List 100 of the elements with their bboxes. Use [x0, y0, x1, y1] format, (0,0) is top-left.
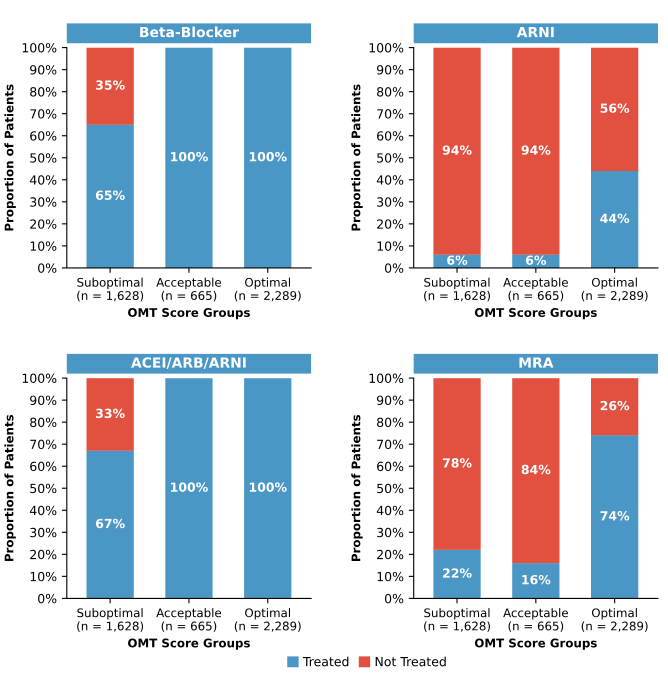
bar — [433, 378, 481, 550]
y-tick-label: 70% — [377, 440, 404, 450]
y-tick-label: 60% — [377, 462, 404, 472]
data-label: 74% — [600, 511, 630, 521]
y-axis-title: Proportion of Patients — [4, 414, 16, 562]
y-tick-label: 10% — [30, 241, 56, 251]
x-tick-label: Suboptimal (n = 1,628) — [424, 278, 490, 302]
y-tick-label: 30% — [377, 528, 404, 538]
data-label: 6% — [447, 255, 468, 265]
chart-title: ACEI/ARB/ARNI — [131, 357, 246, 369]
y-tick-label: 30% — [377, 197, 404, 207]
y-tick-label: 80% — [377, 418, 404, 428]
data-label: 6% — [526, 255, 546, 265]
x-tick-label: Optimal (n = 2,289) — [582, 278, 648, 302]
y-tick-label: 50% — [30, 484, 56, 494]
x-axis-title: OMT Score Groups — [474, 638, 597, 650]
y-tick-label: 70% — [30, 440, 56, 450]
bar — [590, 435, 638, 598]
y-tick-label: 10% — [378, 572, 404, 582]
y-tick-label: 80% — [30, 87, 56, 97]
y-tick-label: 0% — [38, 263, 56, 273]
x-tick-label: Suboptimal (n = 1,628) — [424, 608, 490, 632]
bar — [590, 170, 638, 268]
chart-title: MRA — [519, 357, 554, 368]
x-tick-label: Optimal (n = 2,289) — [234, 278, 301, 302]
y-tick-label: 20% — [377, 550, 404, 560]
y-tick-label: 40% — [376, 506, 404, 516]
legend-label: Treated — [302, 656, 348, 666]
y-tick-label: 20% — [30, 550, 56, 560]
data-label: 22% — [443, 568, 472, 578]
data-label: 56% — [600, 103, 630, 113]
bar — [433, 48, 481, 255]
y-tick-label: 80% — [377, 87, 404, 97]
bar — [512, 48, 560, 255]
x-axis-title: OMT Score Groups — [128, 308, 250, 320]
data-label: 100% — [250, 152, 287, 162]
y-tick-label: 60% — [30, 131, 56, 141]
x-tick-label: Acceptable (n = 665) — [503, 608, 568, 632]
y-tick-label: 100% — [370, 374, 404, 384]
y-tick-label: 0% — [384, 263, 404, 273]
x-axis-title: OMT Score Groups — [474, 308, 597, 320]
bar — [433, 550, 481, 598]
x-tick-label: Acceptable (n = 665) — [156, 278, 222, 302]
data-label: 33% — [96, 408, 125, 418]
chart-title: ARNI — [516, 26, 554, 38]
x-tick-label: Optimal (n = 2,289) — [582, 608, 648, 632]
data-label: 67% — [96, 518, 125, 528]
data-label: 35% — [96, 80, 125, 90]
y-tick-label: 70% — [30, 109, 56, 119]
y-tick-label: 30% — [30, 528, 56, 538]
data-label: 78% — [442, 458, 472, 468]
y-tick-label: 80% — [30, 418, 56, 428]
y-tick-label: 60% — [377, 131, 404, 141]
y-tick-label: 40% — [30, 506, 56, 516]
y-tick-label: 30% — [30, 197, 56, 207]
y-tick-label: 100% — [22, 374, 56, 384]
y-tick-label: 0% — [38, 594, 56, 604]
y-axis-title: Proportion of Patients — [351, 414, 363, 562]
data-label: 16% — [522, 574, 550, 584]
x-tick-label: Acceptable (n = 665) — [503, 278, 568, 302]
y-tick-label: 100% — [370, 43, 404, 53]
y-tick-label: 10% — [30, 572, 56, 582]
data-label: 84% — [522, 464, 550, 474]
bar — [590, 48, 638, 171]
y-axis-title: Proportion of Patients — [351, 84, 363, 231]
y-tick-label: 50% — [30, 153, 56, 163]
y-tick-label: 20% — [377, 219, 404, 229]
y-tick-label: 70% — [377, 109, 404, 119]
data-label: 94% — [522, 145, 550, 155]
chart-title: Beta-Blocker — [140, 26, 239, 38]
y-tick-label: 90% — [376, 396, 404, 406]
x-tick-label: Optimal (n = 2,289) — [234, 608, 301, 632]
data-label: 100% — [171, 482, 208, 492]
x-tick-label: Suboptimal (n = 1,628) — [77, 278, 144, 302]
data-label: 100% — [171, 152, 208, 162]
y-tick-label: 90% — [30, 396, 56, 406]
y-tick-label: 60% — [30, 462, 56, 472]
y-tick-label: 10% — [378, 241, 404, 251]
y-tick-label: 40% — [376, 175, 404, 185]
y-tick-label: 0% — [384, 594, 404, 604]
data-label: 65% — [96, 190, 125, 200]
bar — [512, 378, 560, 564]
y-tick-label: 50% — [377, 484, 404, 494]
data-label: 94% — [442, 145, 472, 155]
y-axis-title: Proportion of Patients — [4, 84, 16, 231]
x-tick-label: Acceptable (n = 665) — [156, 608, 222, 632]
data-label: 44% — [600, 214, 630, 224]
y-tick-label: 100% — [22, 43, 56, 53]
y-tick-label: 20% — [30, 219, 56, 229]
x-tick-label: Suboptimal (n = 1,628) — [77, 608, 144, 632]
y-tick-label: 90% — [30, 65, 56, 75]
data-label: 26% — [600, 400, 630, 410]
y-tick-label: 50% — [377, 153, 404, 163]
x-axis-title: OMT Score Groups — [128, 638, 250, 650]
y-tick-label: 40% — [30, 175, 56, 185]
bar — [590, 378, 638, 436]
data-label: 100% — [250, 482, 287, 492]
y-tick-label: 90% — [376, 65, 404, 75]
legend-label: Not Treated — [376, 656, 446, 666]
bar — [512, 563, 560, 598]
